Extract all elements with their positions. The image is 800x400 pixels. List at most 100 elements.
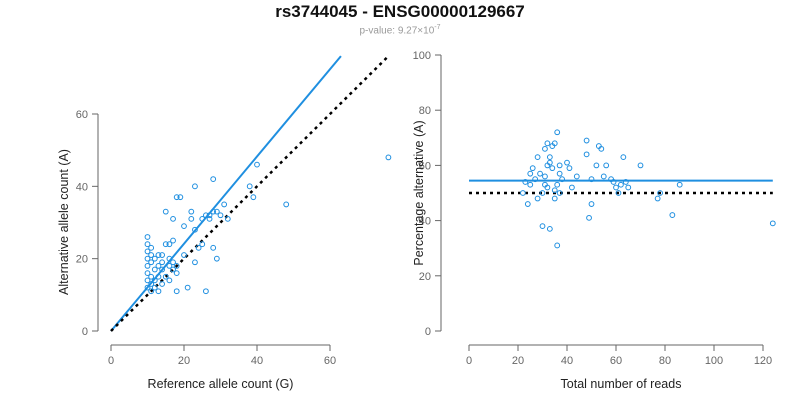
data-point: [144, 248, 151, 255]
data-point: [148, 273, 155, 280]
y-tick-label: 100: [413, 50, 431, 62]
data-point: [637, 162, 644, 169]
data-point: [210, 244, 217, 251]
x-axis-title: Total number of reads: [561, 377, 682, 391]
x-tick-label: 60: [324, 355, 336, 367]
data-point: [524, 201, 531, 207]
x-axis-title: Reference allele count (G): [148, 377, 294, 391]
data-point: [534, 195, 541, 202]
data-point: [155, 273, 162, 280]
data-point: [569, 184, 575, 191]
x-tick-label: 120: [754, 355, 772, 367]
data-point: [610, 179, 617, 185]
x-tick-label: 20: [512, 355, 524, 367]
data-point: [556, 162, 563, 169]
data-point: [170, 237, 176, 244]
percentage-alternative-scatter: 0 20 40 60 80 100 120 0 20 40 60 80 100 Total number …: [412, 50, 776, 391]
data-point: [556, 170, 563, 177]
data-point: [166, 277, 173, 284]
data-point: [151, 284, 158, 291]
y-tick-label: 80: [419, 105, 431, 117]
data-point: [188, 215, 195, 222]
data-point: [144, 270, 151, 277]
data-point: [544, 184, 551, 191]
data-point: [181, 223, 187, 230]
data-point: [177, 194, 184, 201]
data-point: [669, 212, 676, 218]
data-point: [566, 165, 573, 172]
data-point: [144, 263, 151, 269]
y-tick-label: 0: [425, 326, 431, 338]
data-point: [532, 176, 539, 183]
data-point: [600, 173, 607, 180]
data-point: [192, 226, 198, 233]
data-point: [148, 259, 155, 266]
data-point: [654, 195, 661, 202]
data-point: [155, 288, 162, 295]
data-point: [162, 208, 169, 215]
data-point: [159, 259, 166, 266]
data-point: [144, 241, 151, 248]
allele-count-scatter: 0 20 40 60 0 20 40 60 Reference allele count (G)…: [57, 55, 392, 391]
x-tick-label: 40: [561, 355, 573, 367]
data-point: [148, 288, 155, 295]
data-point: [148, 244, 155, 251]
data-point: [583, 137, 590, 144]
data-point: [539, 190, 546, 196]
data-point: [155, 252, 162, 258]
data-point: [554, 129, 561, 136]
x-tick-label: 0: [466, 355, 472, 367]
data-point: [546, 154, 553, 161]
data-point: [586, 214, 592, 221]
data-point: [529, 165, 536, 172]
data-point: [155, 263, 162, 269]
data-point: [593, 162, 600, 169]
data-point: [618, 181, 624, 188]
chart-title: rs3744045 - ENSG00000129667: [275, 2, 525, 21]
data-point: [144, 255, 151, 262]
data-point: [613, 184, 619, 191]
data-point: [195, 244, 202, 251]
data-point: [250, 194, 257, 201]
data-point: [246, 183, 253, 190]
data-point: [148, 281, 155, 287]
data-point: [542, 145, 548, 152]
data-point: [549, 165, 556, 172]
x-tick-label: 100: [705, 355, 723, 367]
data-point: [173, 194, 180, 201]
data-point: [544, 140, 551, 147]
data-point: [769, 220, 776, 227]
data-point: [159, 252, 166, 258]
data-point: [546, 225, 553, 232]
data-point: [210, 208, 217, 215]
data-point: [542, 173, 548, 180]
data-point: [144, 284, 151, 291]
pvalue-exponent: -7: [434, 24, 441, 31]
data-point: [199, 215, 206, 222]
data-point: [224, 215, 231, 222]
x-tick-label: 80: [659, 355, 671, 367]
data-point: [151, 266, 158, 273]
data-point: [166, 255, 173, 262]
data-point: [213, 208, 220, 215]
y-tick-label: 40: [76, 181, 88, 193]
data-point: [559, 176, 565, 183]
data-point: [173, 288, 180, 295]
fit-line: [110, 55, 342, 332]
data-point: [615, 190, 622, 196]
data-point: [170, 259, 176, 266]
data-point: [210, 176, 217, 183]
data-point: [173, 263, 180, 269]
data-point: [583, 151, 590, 158]
data-point: [573, 173, 580, 180]
data-point: [283, 201, 290, 208]
data-point: [144, 234, 151, 240]
data-point: [162, 241, 169, 248]
data-point: [213, 255, 220, 262]
data-point: [217, 212, 224, 219]
y-tick-label: 40: [419, 216, 431, 228]
data-point: [159, 266, 166, 273]
data-point: [162, 273, 169, 280]
y-tick-label: 0: [82, 326, 88, 338]
data-point: [254, 161, 260, 168]
